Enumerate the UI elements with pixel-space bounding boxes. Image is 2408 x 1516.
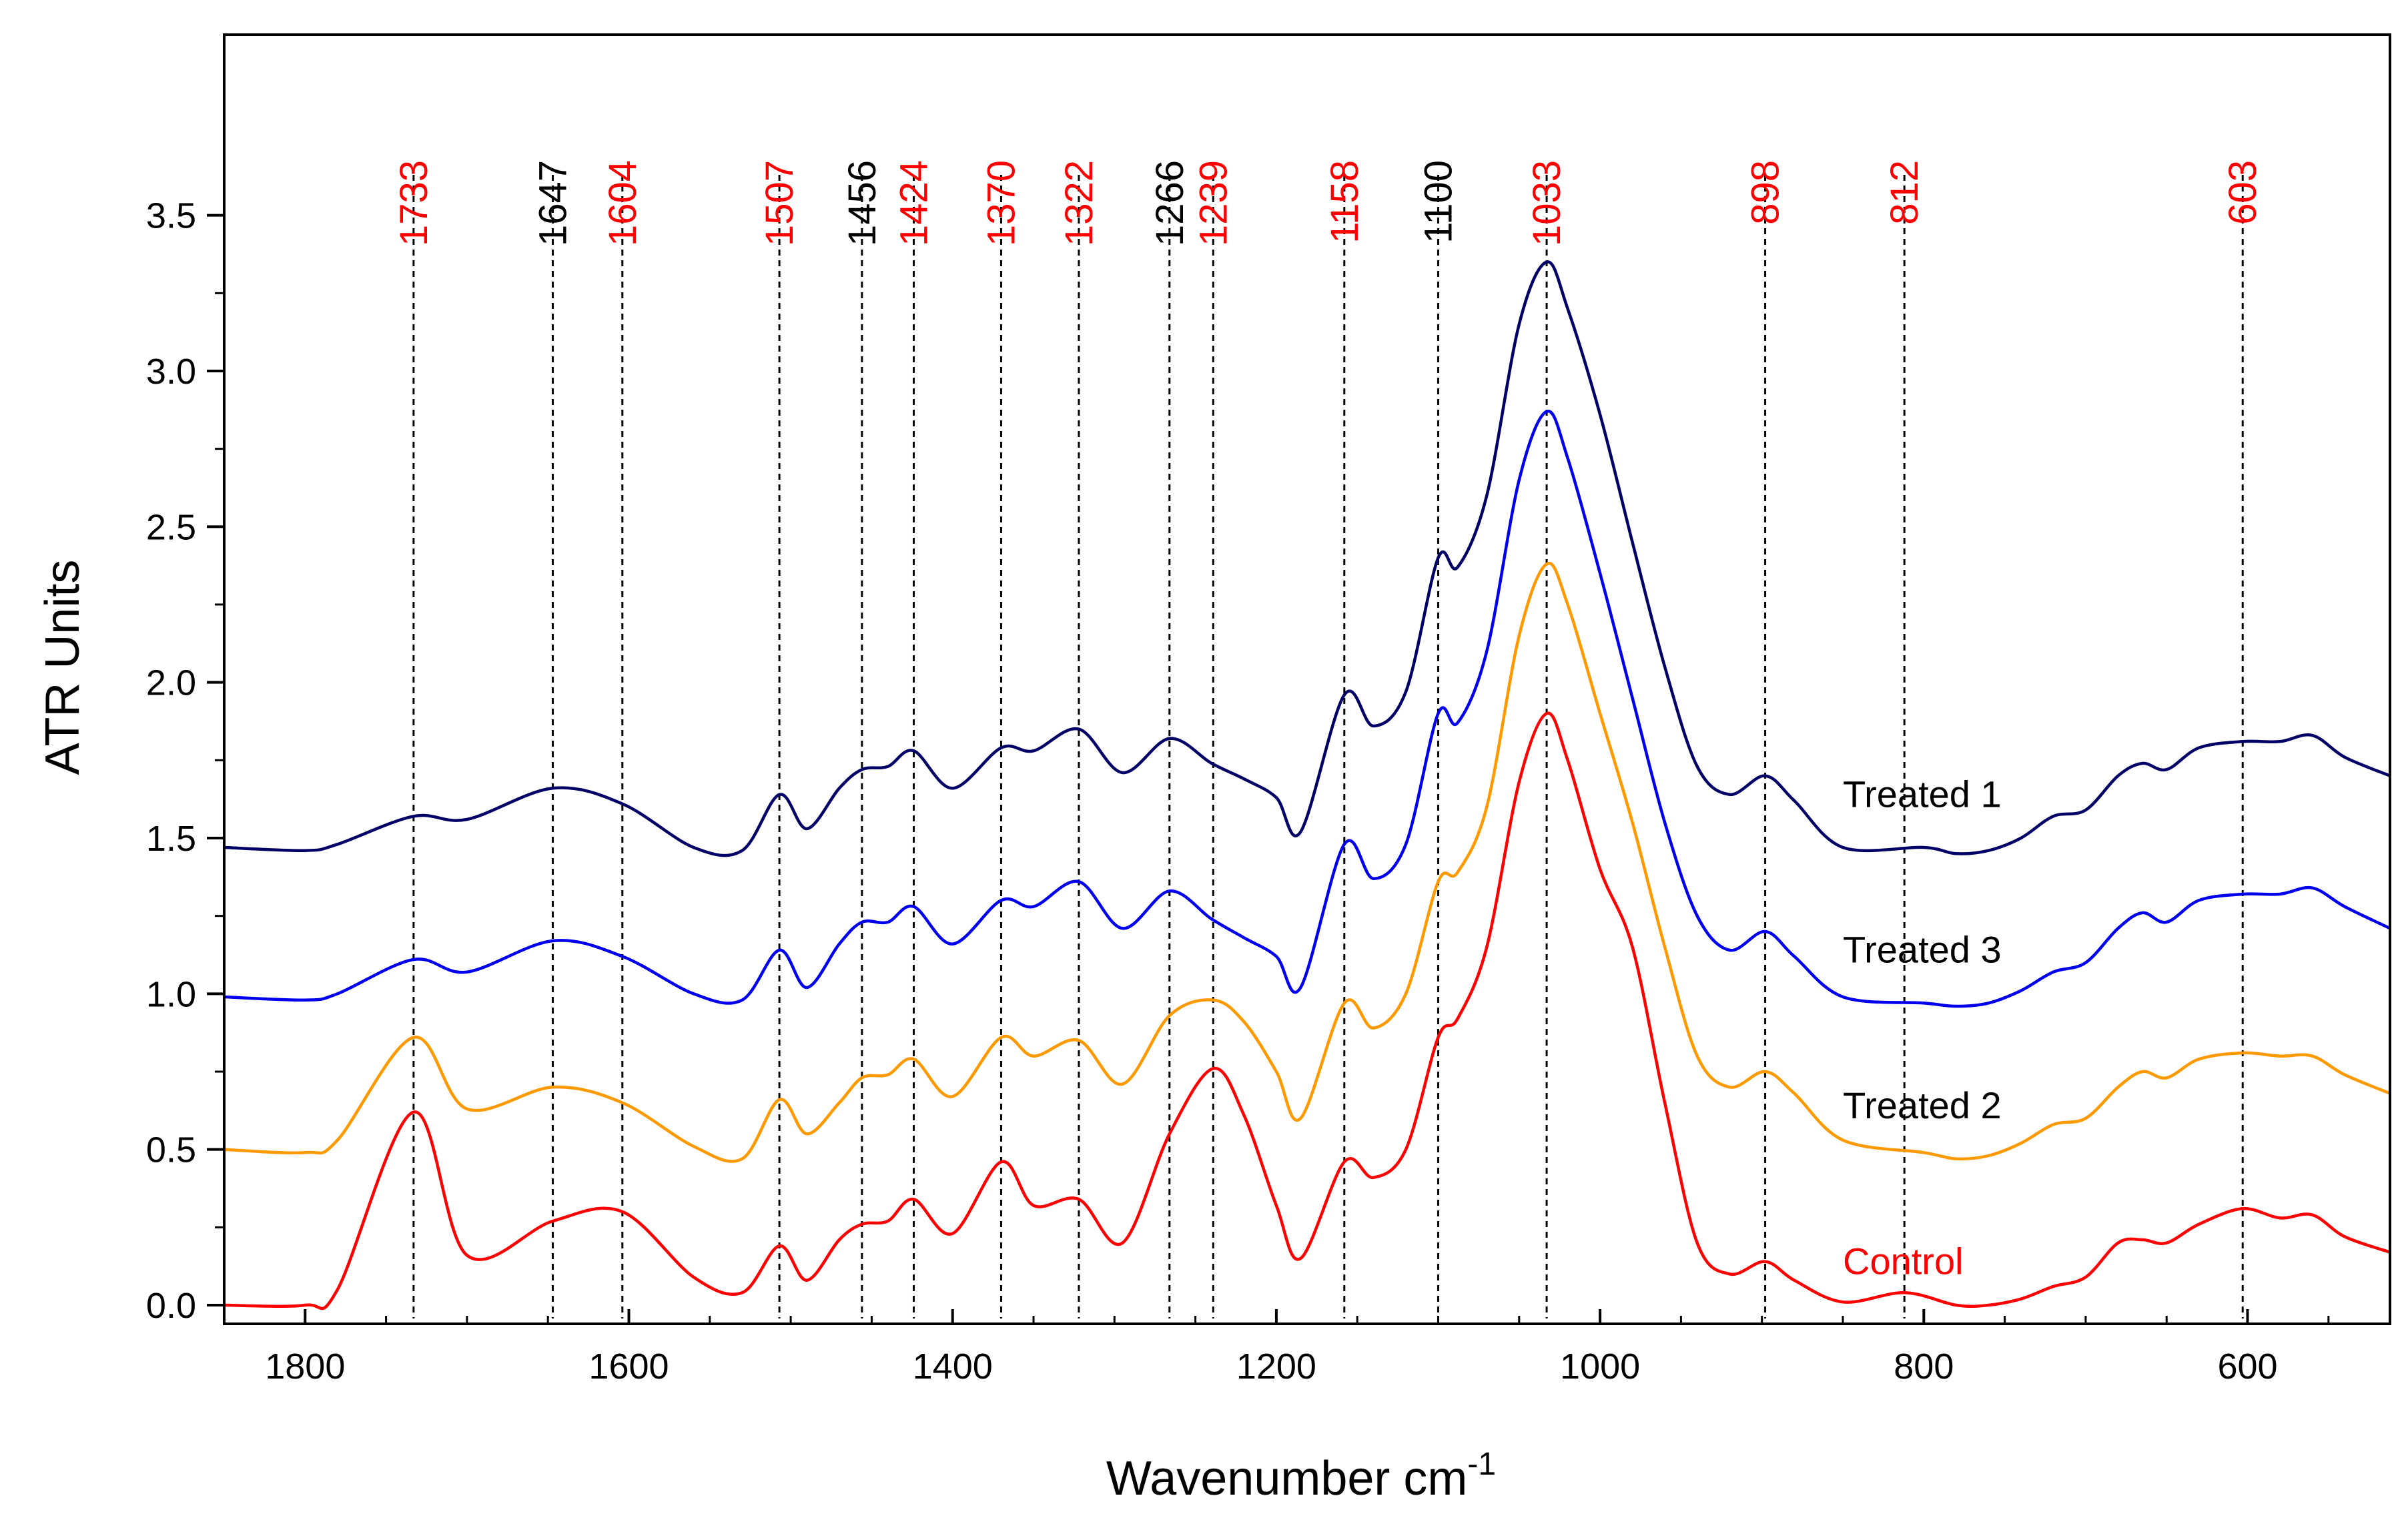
peak-marker-labels: 1733 1647 1604 1507 1456 1424 1370 1322 1266 1239… <box>392 160 2265 246</box>
peak-marker-label: 1100 <box>1417 160 1461 244</box>
x-tick-label: 1600 <box>588 1347 669 1387</box>
x-tick-label: 800 <box>1894 1347 1954 1387</box>
peak-marker-label: 603 <box>2221 160 2265 225</box>
peak-marker-label: 1507 <box>758 160 801 246</box>
peak-marker-label: 1647 <box>531 160 574 246</box>
peak-marker-label: 1033 <box>1525 160 1569 246</box>
peak-marker-label: 1733 <box>392 160 436 246</box>
x-axis: 1800 1600 1400 1200 1000 800 600 <box>223 1309 2330 1387</box>
series-lines <box>224 260 2391 1310</box>
y-tick-label: 1.5 <box>146 819 196 859</box>
series-label-treated-3: Treated 3 <box>1843 929 2002 971</box>
x-axis-title-text: Wavenumber cm <box>1106 1452 1467 1505</box>
y-tick-label: 0.0 <box>146 1286 196 1326</box>
series-legend-labels: Treated 1 Treated 3 Treated 2 Control <box>1843 773 2002 1282</box>
x-axis-title: Wavenumber cm-1 <box>1106 1447 1496 1505</box>
y-axis: 0.0 0.5 1.0 1.5 2.0 2.5 3.0 3.5 <box>146 196 224 1326</box>
peak-marker-label: 1604 <box>601 160 645 246</box>
y-tick-label: 0.5 <box>146 1130 196 1170</box>
x-tick-label: 600 <box>2217 1347 2277 1387</box>
series-line-treated-3 <box>224 409 2391 1008</box>
peak-marker-label: 1370 <box>979 160 1023 246</box>
y-tick-label: 2.0 <box>146 663 196 703</box>
y-tick-label: 1.0 <box>146 974 196 1014</box>
peak-marker-label: 898 <box>1744 160 1787 225</box>
plot-frame <box>223 33 2391 1325</box>
series-line-control <box>224 711 2391 1310</box>
peak-marker-label: 1158 <box>1323 160 1366 244</box>
peak-marker-label: 812 <box>1883 160 1926 225</box>
peak-marker-label: 1424 <box>892 160 935 246</box>
series-line-treated-2 <box>224 561 2391 1163</box>
y-axis-title: ATR Units <box>36 560 89 775</box>
y-tick-label: 3.5 <box>146 196 196 236</box>
series-label-control: Control <box>1843 1240 1964 1282</box>
x-axis-title-superscript: -1 <box>1467 1447 1496 1482</box>
peak-marker-label: 1322 <box>1058 160 1101 246</box>
peak-marker-label: 1456 <box>841 160 884 246</box>
x-tick-label: 1800 <box>265 1347 345 1387</box>
series-line-treated-1 <box>224 260 2391 857</box>
series-label-treated-1: Treated 1 <box>1843 773 2002 815</box>
peak-marker-label: 1239 <box>1192 160 1235 246</box>
y-tick-label: 3.0 <box>146 352 196 392</box>
peak-marker-label: 1266 <box>1148 160 1192 246</box>
x-tick-label: 1200 <box>1236 1347 1316 1387</box>
y-tick-label: 2.5 <box>146 507 196 547</box>
peak-marker-lines <box>412 175 2244 1318</box>
series-label-treated-2: Treated 2 <box>1843 1084 2002 1126</box>
x-tick-label: 1400 <box>913 1347 993 1387</box>
x-tick-label: 1000 <box>1560 1347 1640 1387</box>
